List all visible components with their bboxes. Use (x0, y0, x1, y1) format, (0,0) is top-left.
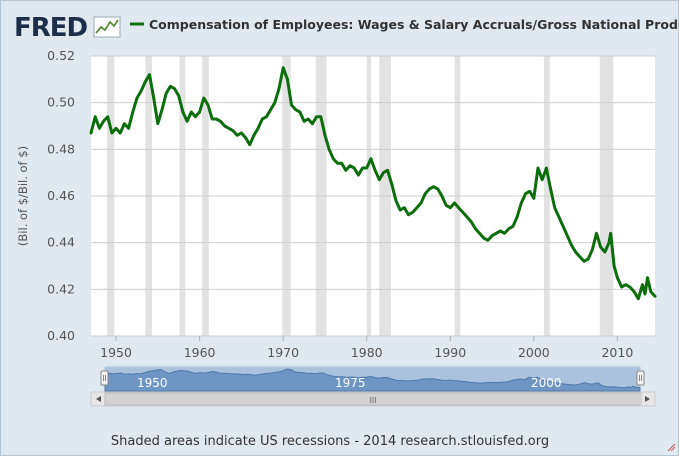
y-tick-label-0.46: 0.46 (47, 188, 75, 203)
x-tick-label-2000: 2000 (518, 345, 550, 360)
y-tick-label-0.42: 0.42 (47, 281, 75, 296)
navigator-series-area (104, 368, 641, 392)
range-navigator[interactable]: 1950 1975 2000 (100, 366, 645, 392)
x-tick-label-1990: 1990 (434, 345, 466, 360)
navigator-year-2000: 2000 (531, 376, 562, 390)
y-axis-label: (Bil. of $/Bil. of $) (16, 146, 30, 246)
y-tick-label-0.44: 0.44 (47, 235, 75, 250)
series-group (89, 66, 657, 301)
x-tick-label-1980: 1980 (351, 345, 383, 360)
scrollbar[interactable]: III (90, 391, 656, 407)
x-tick-label-1950: 1950 (100, 345, 132, 360)
scrollbar-grip: III (369, 396, 376, 405)
navigator-left-handle[interactable] (100, 370, 109, 386)
y-tick-label-0.52: 0.52 (47, 48, 75, 63)
y-tick-label-0.50: 0.50 (47, 95, 75, 110)
legend: Compensation of Employees: Wages & Salar… (130, 17, 679, 32)
fred-logo[interactable]: FRED (14, 13, 121, 43)
scroll-right-arrow[interactable] (640, 391, 656, 407)
y-tick-label-0.48: 0.48 (47, 141, 75, 156)
x-tick-label-2010: 2010 (601, 345, 633, 360)
navigator-year-1950: 1950 (137, 376, 168, 390)
x-axis-ticks: 1950 1960 1970 1980 1990 2000 2010 (100, 336, 633, 360)
fred-logo-text: FRED (14, 13, 88, 43)
y-axis-ticks: 0.40 0.42 0.44 0.46 0.48 0.50 0.52 (47, 48, 75, 343)
chart-title: Compensation of Employees: Wages & Salar… (149, 17, 679, 32)
x-tick-label-1960: 1960 (184, 345, 216, 360)
resize-grip-icon[interactable] (667, 443, 676, 452)
scroll-left-arrow[interactable] (90, 391, 106, 407)
x-tick-label-1970: 1970 (267, 345, 299, 360)
series-line-1 (89, 66, 657, 301)
logo-graph-icon (93, 16, 121, 38)
footer-note: Shaded areas indicate US recessions - 20… (111, 434, 549, 449)
navigator-right-handle[interactable] (636, 370, 645, 386)
gridlines (91, 55, 655, 337)
y-tick-label-0.40: 0.40 (47, 328, 75, 343)
navigator-year-1975: 1975 (335, 376, 366, 390)
